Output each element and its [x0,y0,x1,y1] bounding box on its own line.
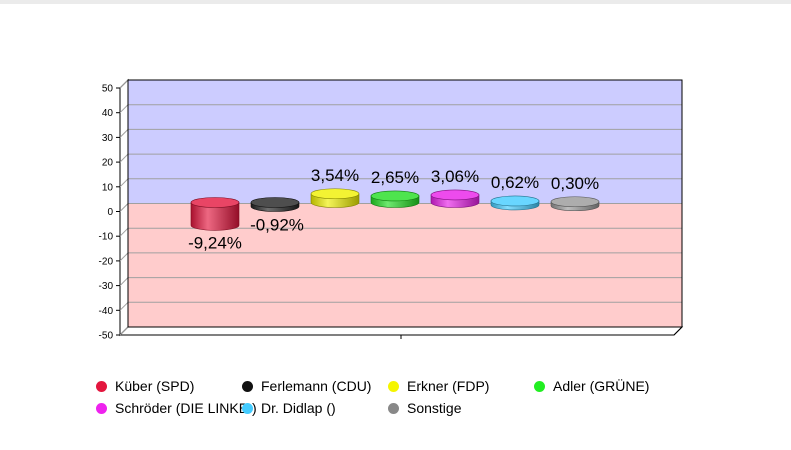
legend-item: Adler (GRÜNE) [534,378,734,394]
data-label: 3,54% [311,166,359,185]
gridline-side [119,326,129,336]
gridline-side [119,153,129,163]
y-tick-label: -10 [99,232,114,243]
bar-top [430,189,480,201]
legend-marker [242,402,253,414]
gridline-side [119,252,129,262]
legend-marker [242,380,253,392]
legend-item: Sonstige [388,400,534,416]
legend-label: Schröder (DIE LINKE.) [115,400,257,416]
legend-label: Dr. Didlap () [261,400,336,416]
y-tick-label: 0 [107,207,113,218]
gridline-side [119,301,129,311]
floor [118,326,684,336]
y-tick-label: -50 [99,331,114,342]
legend-label: Sonstige [407,400,462,416]
legend-label: Erkner (FDP) [407,378,490,394]
gridline-side [119,227,129,237]
y-tick-label: -40 [99,306,114,317]
y-tick-label: 20 [102,158,114,169]
y-tick-label: 50 [102,84,114,95]
gridline-side [119,178,129,188]
y-tick-label: 40 [102,108,114,119]
gridline-side [119,79,129,89]
y-tick-label: -30 [99,281,114,292]
legend-item: Dr. Didlap () [242,400,388,416]
legend: Küber (SPD) Ferlemann (CDU) Erkner (FDP)… [96,378,776,416]
legend-label: Ferlemann (CDU) [261,378,372,394]
gridline-side [119,203,129,212]
data-label: 0,62% [491,173,539,192]
legend-marker [96,380,107,392]
gridline-side [119,129,129,138]
bar-top [310,188,360,200]
bar-chart: 50 40 30 20 10 0 -10 -20 -30 -40 -50 -9,24% -0,92% 3,… [99,78,684,342]
legend-item: Küber (SPD) [96,378,242,394]
data-label: 2,65% [371,168,419,187]
legend-marker [534,380,545,392]
frame-edge [673,326,683,336]
plot-frame [127,79,683,328]
gridline-side [119,104,129,114]
data-label: -9,24% [188,233,242,252]
bar-top [550,196,600,208]
legend-label: Adler (GRÜNE) [553,378,650,394]
positive-region [128,80,682,204]
data-label: 3,06% [431,167,479,186]
data-label: 0,30% [551,174,599,193]
gridline-side [119,277,129,286]
legend-item: Ferlemann (CDU) [242,378,388,394]
legend-marker [96,402,107,414]
y-tick-label: 10 [102,182,114,193]
y-tick-label: 30 [102,133,114,144]
data-label: -0,92% [250,216,304,235]
y-tick-label: -20 [99,256,114,267]
legend-item: Schröder (DIE LINKE.) [96,400,257,416]
bar-top [250,197,300,208]
legend-label: Küber (SPD) [115,378,195,394]
bar-top [370,190,420,202]
legend-marker [388,380,399,392]
bar-top [190,197,240,208]
top-bar [0,0,791,4]
bar-top [490,195,540,207]
bar-body [190,202,240,231]
legend-item: Erkner (FDP) [388,378,534,394]
legend-marker [388,402,399,414]
